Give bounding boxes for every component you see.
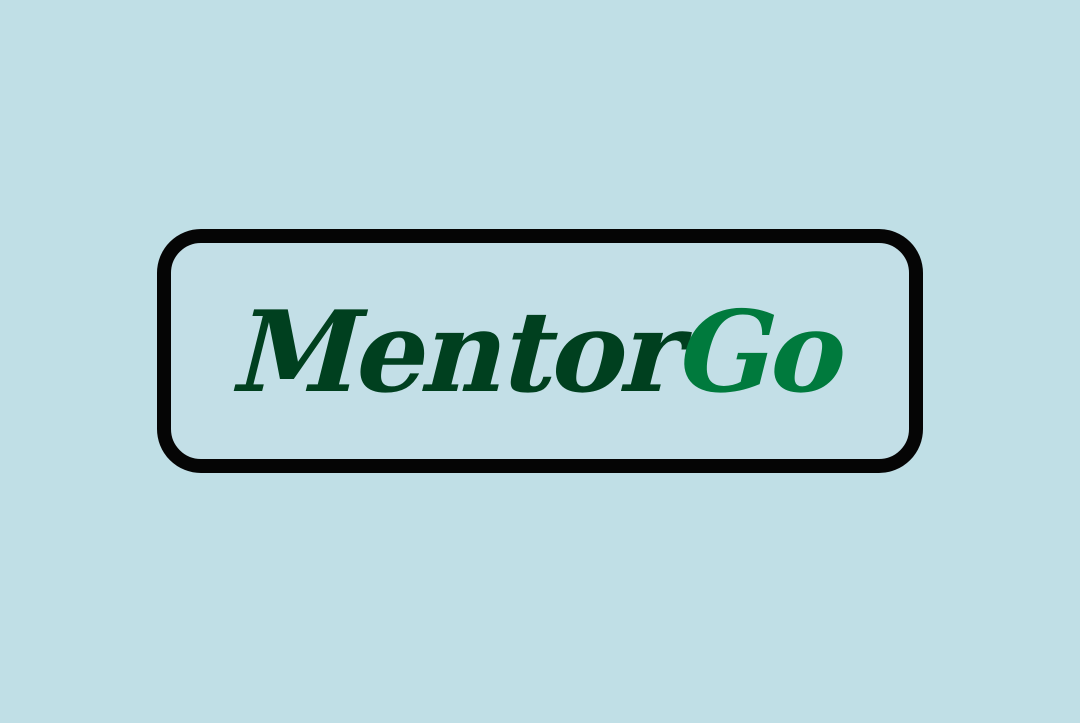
logo-primary-text: Mentor xyxy=(222,287,699,418)
logo-accent-text: Go xyxy=(664,287,862,418)
logo-frame: Mentor Go xyxy=(157,229,923,473)
wordmark: Mentor Go xyxy=(222,287,862,418)
